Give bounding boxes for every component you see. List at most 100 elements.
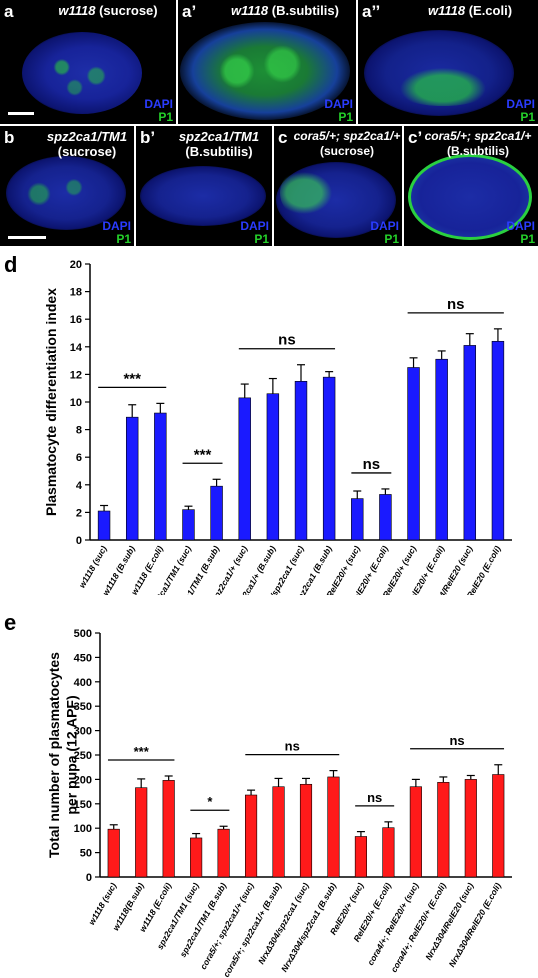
dapi-label-a: DAPI (144, 97, 173, 111)
bar (266, 393, 280, 541)
bar (379, 494, 392, 541)
p1-label-a-prime: P1 (338, 110, 353, 124)
y-tick-label: 6 (76, 452, 82, 464)
panel-title-a: w1118 (sucrose) (58, 3, 158, 18)
bar (244, 794, 258, 878)
bar (437, 782, 450, 878)
bar (217, 828, 230, 878)
dapi-label-a-prime: DAPI (324, 97, 353, 111)
bar (97, 510, 111, 541)
p1-label-a-double-prime: P1 (520, 110, 535, 124)
micrograph-a-prime: a’ w1118 (B.subtilis) DAPI P1 (178, 0, 356, 124)
y-tick-label: 200 (74, 774, 92, 786)
chart-d: 0 2 4 6 8 10 12 14 16 18 20 Plasmatocyte differenti… (43, 259, 512, 595)
bar (299, 783, 313, 878)
panel-label-a: a (4, 2, 14, 21)
p1-label-b: P1 (116, 232, 131, 246)
significance-label: *** (123, 370, 141, 387)
y-tick-label: 50 (80, 848, 92, 860)
bar (491, 340, 505, 541)
panel-label-a-double-prime: a’’ (362, 2, 381, 21)
bar (238, 397, 251, 541)
chart-e: 0 50 100 150 200 250 300 350 400 450 500 Total numb… (46, 628, 512, 978)
micrograph-b: b spz2ca1/TM1 (sucrose) DAPI P1 (0, 126, 134, 246)
bar (492, 774, 505, 878)
panel-title-a-double-prime: w1118 (E.coli) (427, 3, 513, 18)
bar (162, 780, 175, 878)
y-tick-label: 12 (70, 369, 82, 381)
y-tick-label: 18 (70, 287, 82, 299)
figure-label-e: e (4, 610, 17, 635)
p1-label-a: P1 (158, 110, 173, 124)
panel-title-b: spz2ca1/TM1 (sucrose) (46, 129, 128, 159)
p1-label-c: P1 (384, 232, 399, 246)
y-tick-label: 2 (76, 507, 82, 519)
panel-title-b-prime: spz2ca1/TM1 (B.subtilis) (178, 129, 260, 159)
micrograph-b-prime: b’ spz2ca1/TM1 (B.subtilis) DAPI P1 (136, 126, 272, 246)
panel-label-b: b (4, 128, 15, 147)
y-tick-label: 4 (76, 480, 83, 492)
bar (327, 776, 340, 878)
micrograph-c: c cora5/+; spz2ca1/+ (sucrose) DAPI P1 (274, 126, 402, 246)
y-tick-label: 150 (74, 799, 92, 811)
y-tick-label: 0 (86, 872, 92, 884)
y-tick-label: 0 (76, 535, 82, 547)
y-tick-label: 450 (74, 652, 92, 664)
bar (322, 376, 336, 541)
significance-label: ns (285, 739, 300, 754)
bar (125, 416, 139, 541)
dapi-label-c-prime: DAPI (506, 219, 535, 233)
bar (154, 412, 167, 541)
bar (435, 358, 448, 541)
bar (351, 498, 364, 541)
figure-label-d: d (4, 252, 18, 277)
significance-label: *** (134, 744, 150, 759)
bar (135, 787, 148, 878)
y-tick-label: 10 (70, 397, 82, 409)
bar (382, 827, 395, 878)
y-tick-label: 400 (74, 677, 92, 689)
significance-label: ns (449, 733, 464, 748)
bar (407, 367, 420, 541)
dapi-label-a-double-prime: DAPI (506, 97, 535, 111)
p1-label-c-prime: P1 (520, 232, 535, 246)
category-label: w1118 (suc) (86, 881, 118, 927)
y-tick-label: 8 (76, 425, 82, 437)
bar (210, 485, 223, 541)
significance-label: * (207, 794, 213, 809)
panel-label-c: c (278, 128, 288, 147)
category-label: NrxΔ304/RelE20 (E.coli) (447, 881, 503, 969)
dapi-label-b: DAPI (102, 219, 131, 233)
micrograph-c-prime: c’ cora5/+; spz2ca1/+ (B.subtilis) DAPI P… (404, 126, 538, 246)
dapi-label-c: DAPI (370, 219, 399, 233)
panel-label-c-prime: c’ (408, 128, 423, 147)
panel-label-a-prime: a’ (182, 2, 197, 21)
category-label: cora4/+; RelE20/+ (suc) (365, 881, 421, 967)
category-label: NrxΔ304/spz2ca1 (suc) (256, 881, 311, 966)
significance-label: ns (447, 296, 465, 313)
y-axis-label: Plasmatocyte differentiation index (43, 288, 59, 516)
significance-label: *** (194, 446, 212, 463)
y-axis-label: Total number of plasmatocytes per pupa (1… (46, 652, 80, 858)
category-label: w1118 (suc) (77, 544, 109, 590)
y-tick-label: 500 (74, 628, 92, 640)
bar (182, 509, 195, 541)
significance-label: ns (278, 332, 296, 349)
y-tick-label: 100 (74, 823, 92, 835)
panel-title-c: cora5/+; spz2ca1/+ (sucrose) (293, 129, 401, 158)
bar (464, 779, 477, 878)
p1-label-b-prime: P1 (254, 232, 269, 246)
micrograph-a-double-prime: a’’ w1118 (E.coli) DAPI P1 (358, 0, 538, 124)
y-tick-label: 250 (74, 750, 92, 762)
scale-bar-b (8, 236, 46, 239)
bar (354, 836, 368, 878)
category-label: NrxΔ304/RelE20 (suc) (423, 881, 475, 962)
bar (107, 828, 120, 878)
bar (272, 786, 285, 878)
significance-label: ns (363, 456, 381, 473)
panel-label-b-prime: b’ (140, 128, 156, 147)
category-label: cora5/+; spz2ca1/+ (suc) (198, 881, 256, 971)
bar (294, 381, 308, 541)
bar (463, 345, 477, 541)
y-tick-label: 14 (70, 342, 83, 354)
